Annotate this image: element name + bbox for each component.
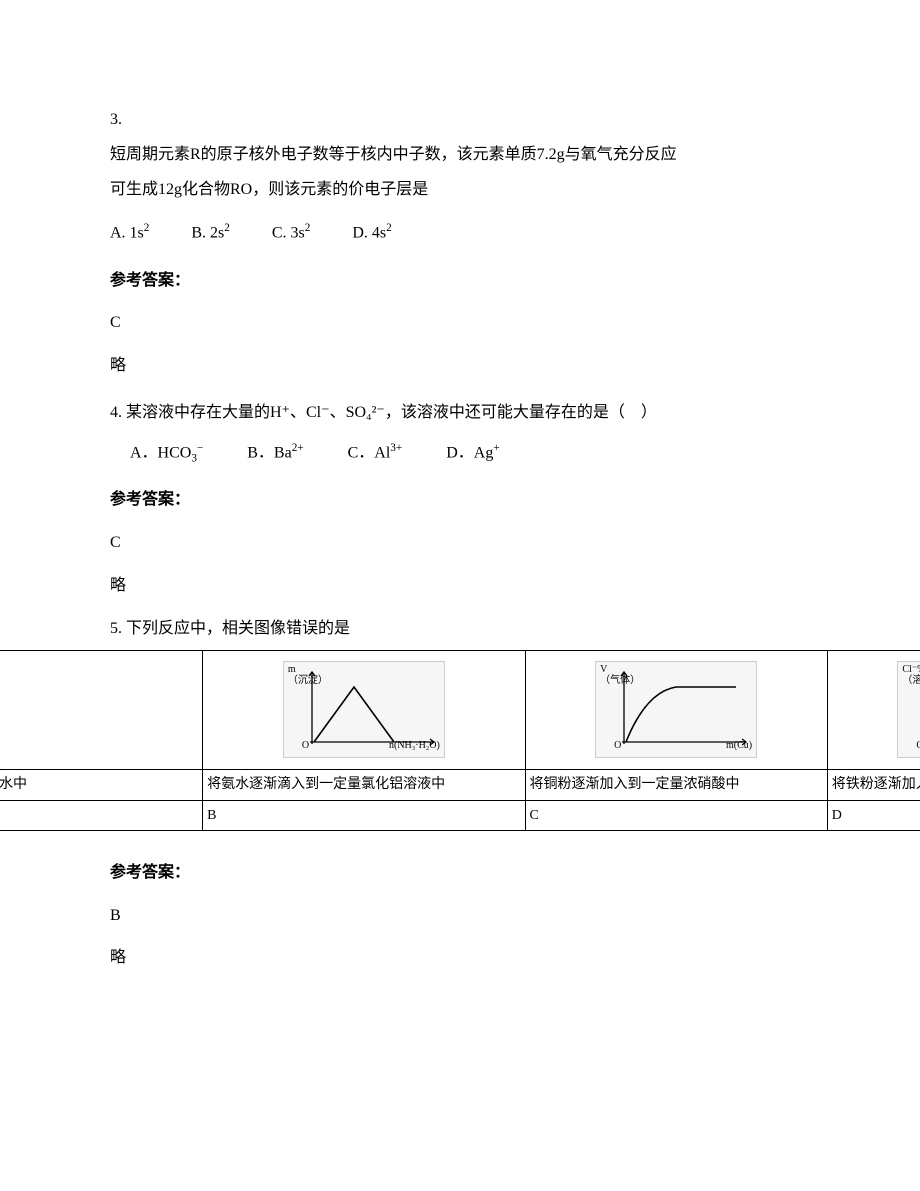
q3-option-c: C. 3s2 bbox=[272, 218, 311, 248]
q4-option-a-sup: − bbox=[197, 442, 203, 454]
q5-chart-d-origin: O bbox=[916, 737, 920, 755]
q4-option-a-label: A．HCO bbox=[130, 444, 191, 461]
q5-lue: 略 bbox=[110, 944, 810, 973]
q3-line1: 短周期元素R的原子核外电子数等于核内中子数，该元素单质7.2g与氧气充分反应 bbox=[110, 141, 810, 170]
q3-option-a: A. 1s2 bbox=[110, 218, 149, 248]
q4-answer-title: 参考答案： bbox=[110, 486, 810, 515]
q5-chart-b-origin: O bbox=[302, 737, 309, 755]
q5-chart-cell-c: V （气体） O m(Cu) bbox=[525, 650, 827, 769]
q3-option-b-sup: 2 bbox=[224, 222, 230, 234]
q4-option-b-label: B．Ba bbox=[247, 444, 291, 461]
q5-table-wrap: m （沉淀） O n(NH₃·H₂O) bbox=[0, 650, 920, 831]
q5-chart-b-xlabel: n(NH₃·H₂O) bbox=[389, 737, 440, 755]
q5-chart-b-path bbox=[314, 687, 394, 742]
q5-table: m （沉淀） O n(NH₃·H₂O) bbox=[0, 650, 920, 831]
q3-option-d-prefix: D. 4s bbox=[352, 225, 386, 242]
q5-chart-c-ylabel-1: V bbox=[600, 664, 607, 675]
q4-option-d-label: D．Ag bbox=[446, 444, 493, 461]
document-page: 3. 短周期元素R的原子核外电子数等于核内中子数，该元素单质7.2g与氧气充分反… bbox=[0, 0, 920, 1027]
q5-desc-d: 将铁粉逐渐加入到一 bbox=[827, 769, 920, 800]
q5-chart-c: V （气体） O m(Cu) bbox=[595, 661, 757, 758]
q5-chart-cell-b: m （沉淀） O n(NH₃·H₂O) bbox=[203, 650, 525, 769]
q3-option-d-sup: 2 bbox=[386, 222, 392, 234]
q3-option-a-sup: 2 bbox=[144, 222, 150, 234]
q3-answer-value: C bbox=[110, 309, 810, 338]
q5-chart-c-ylabel: V （气体） bbox=[600, 664, 640, 686]
q4-options: A．HCO3− B．Ba2+ C．Al3+ D．Ag+ bbox=[130, 438, 810, 469]
q5-desc-a: 入到一定量氯水中 bbox=[0, 769, 203, 800]
q5-table-row-desc: 入到一定量氯水中 将氨水逐渐滴入到一定量氯化铝溶液中 将铜粉逐渐加入到一定量浓硝… bbox=[0, 769, 920, 800]
q5-answer-value: B bbox=[110, 902, 810, 931]
q4-option-c: C．Al3+ bbox=[348, 438, 403, 468]
q4-option-c-sup: 3+ bbox=[390, 442, 402, 454]
q5-table-row-charts: m （沉淀） O n(NH₃·H₂O) bbox=[0, 650, 920, 769]
q5-chart-c-xlabel: m(Cu) bbox=[726, 737, 752, 755]
q3-option-c-prefix: C. 3s bbox=[272, 225, 305, 242]
q5-chart-cell-a bbox=[0, 650, 203, 769]
q5-chart-d: Cl⁻% （溶液） O m(Fe) bbox=[897, 661, 920, 758]
q4-stem: 4. 某溶液中存在大量的H⁺、Cl⁻、SO₄²⁻，该溶液中还可能大量存在的是（ … bbox=[110, 399, 810, 428]
q5-desc-c: 将铜粉逐渐加入到一定量浓硝酸中 bbox=[525, 769, 827, 800]
q4-option-a-sub: 3 bbox=[191, 452, 197, 464]
q5-chart-c-ylabel-2: （气体） bbox=[600, 675, 640, 686]
q5-chart-c-origin: O bbox=[614, 737, 621, 755]
q5-chart-b-ylabel: m （沉淀） bbox=[288, 664, 328, 686]
q3-option-d: D. 4s2 bbox=[352, 218, 391, 248]
q4-option-d: D．Ag+ bbox=[446, 438, 499, 468]
q5-chart-d-ylabel: Cl⁻% （溶液） bbox=[902, 664, 920, 686]
q5-letter-d: D bbox=[827, 800, 920, 830]
q5-chart-cell-d: Cl⁻% （溶液） O m(Fe) bbox=[827, 650, 920, 769]
q3-option-b-prefix: B. 2s bbox=[191, 225, 224, 242]
q4-option-d-sup: + bbox=[493, 442, 499, 454]
q3-number: 3. bbox=[110, 106, 810, 135]
q5-chart-d-ylabel-1: Cl⁻% bbox=[902, 664, 920, 675]
q5-stem: 5. 下列反应中，相关图像错误的是 bbox=[110, 615, 810, 644]
q5-chart-b-ylabel-1: m bbox=[288, 664, 296, 675]
q5-chart-c-path bbox=[626, 687, 736, 742]
q4-option-a: A．HCO3− bbox=[130, 438, 203, 469]
q4-option-b-sup: 2+ bbox=[292, 442, 304, 454]
q5-letter-c: C bbox=[525, 800, 827, 830]
q5-answer-title: 参考答案： bbox=[110, 859, 810, 888]
q5-chart-d-ylabel-2: （溶液） bbox=[902, 675, 920, 686]
q4-option-c-label: C．Al bbox=[348, 444, 391, 461]
q3-options: A. 1s2 B. 2s2 C. 3s2 D. 4s2 bbox=[110, 218, 810, 248]
q5-chart-b: m （沉淀） O n(NH₃·H₂O) bbox=[283, 661, 445, 758]
q3-option-b: B. 2s2 bbox=[191, 218, 230, 248]
q4-answer-value: C bbox=[110, 529, 810, 558]
q3-answer-title: 参考答案： bbox=[110, 267, 810, 296]
q5-letter-b: B bbox=[203, 800, 525, 830]
q3-option-c-sup: 2 bbox=[305, 222, 311, 234]
q4-option-b: B．Ba2+ bbox=[247, 438, 303, 468]
q5-chart-b-ylabel-2: （沉淀） bbox=[288, 675, 328, 686]
q5-desc-b: 将氨水逐渐滴入到一定量氯化铝溶液中 bbox=[203, 769, 525, 800]
q5-letter-a bbox=[0, 800, 203, 830]
q3-option-a-prefix: A. 1s bbox=[110, 225, 144, 242]
q3-lue: 略 bbox=[110, 352, 810, 381]
q4-lue: 略 bbox=[110, 572, 810, 601]
q3-line2: 可生成12g化合物RO，则该元素的价电子层是 bbox=[110, 176, 810, 205]
q5-table-row-letter: B C D bbox=[0, 800, 920, 830]
